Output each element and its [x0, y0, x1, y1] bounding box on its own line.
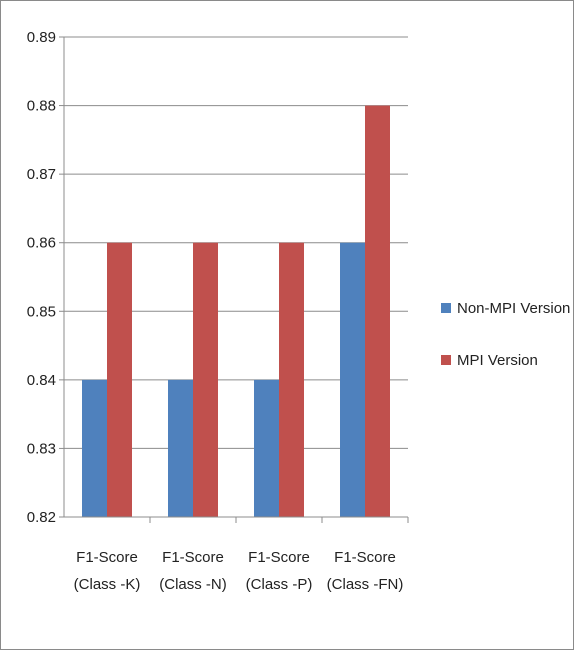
x-category-label: (Class -N): [159, 576, 227, 593]
x-category-label: F1-Score: [162, 549, 224, 566]
x-category-label: F1-Score: [76, 549, 138, 566]
legend-swatch: [441, 303, 451, 313]
legend-item: Non-MPI Version: [441, 300, 570, 317]
bar: [340, 242, 365, 517]
bar: [168, 379, 193, 517]
x-category-label: (Class -FN): [327, 576, 404, 593]
y-tick-label: 0.88: [27, 98, 56, 115]
y-tick-label: 0.84: [27, 372, 56, 389]
legend-item: MPI Version: [441, 352, 538, 369]
legend-swatch: [441, 355, 451, 365]
bars: [82, 105, 390, 518]
bar: [279, 242, 304, 517]
y-tick-label: 0.82: [27, 509, 56, 526]
y-tick-label: 0.87: [27, 166, 56, 183]
x-category-label: (Class -P): [246, 576, 313, 593]
bar: [107, 242, 132, 517]
bar: [254, 379, 279, 517]
y-tick-label: 0.83: [27, 440, 56, 457]
x-category-label: F1-Score: [248, 549, 310, 566]
bar: [365, 105, 390, 518]
legend-label: MPI Version: [457, 352, 538, 369]
y-tick-label: 0.85: [27, 303, 56, 320]
x-category-label: (Class -K): [74, 576, 141, 593]
legend: Non-MPI Version MPI Version: [441, 300, 570, 369]
bar: [193, 242, 218, 517]
bar: [82, 379, 107, 517]
axis-labels: 0.82 0.83 0.84 0.85 0.86 0.87 0.88 0.89 F1-Score…: [27, 29, 404, 593]
x-category-label: F1-Score: [334, 549, 396, 566]
axes: [59, 36, 409, 523]
legend-label: Non-MPI Version: [457, 300, 570, 317]
y-tick-label: 0.86: [27, 235, 56, 252]
y-tick-label: 0.89: [27, 29, 56, 46]
